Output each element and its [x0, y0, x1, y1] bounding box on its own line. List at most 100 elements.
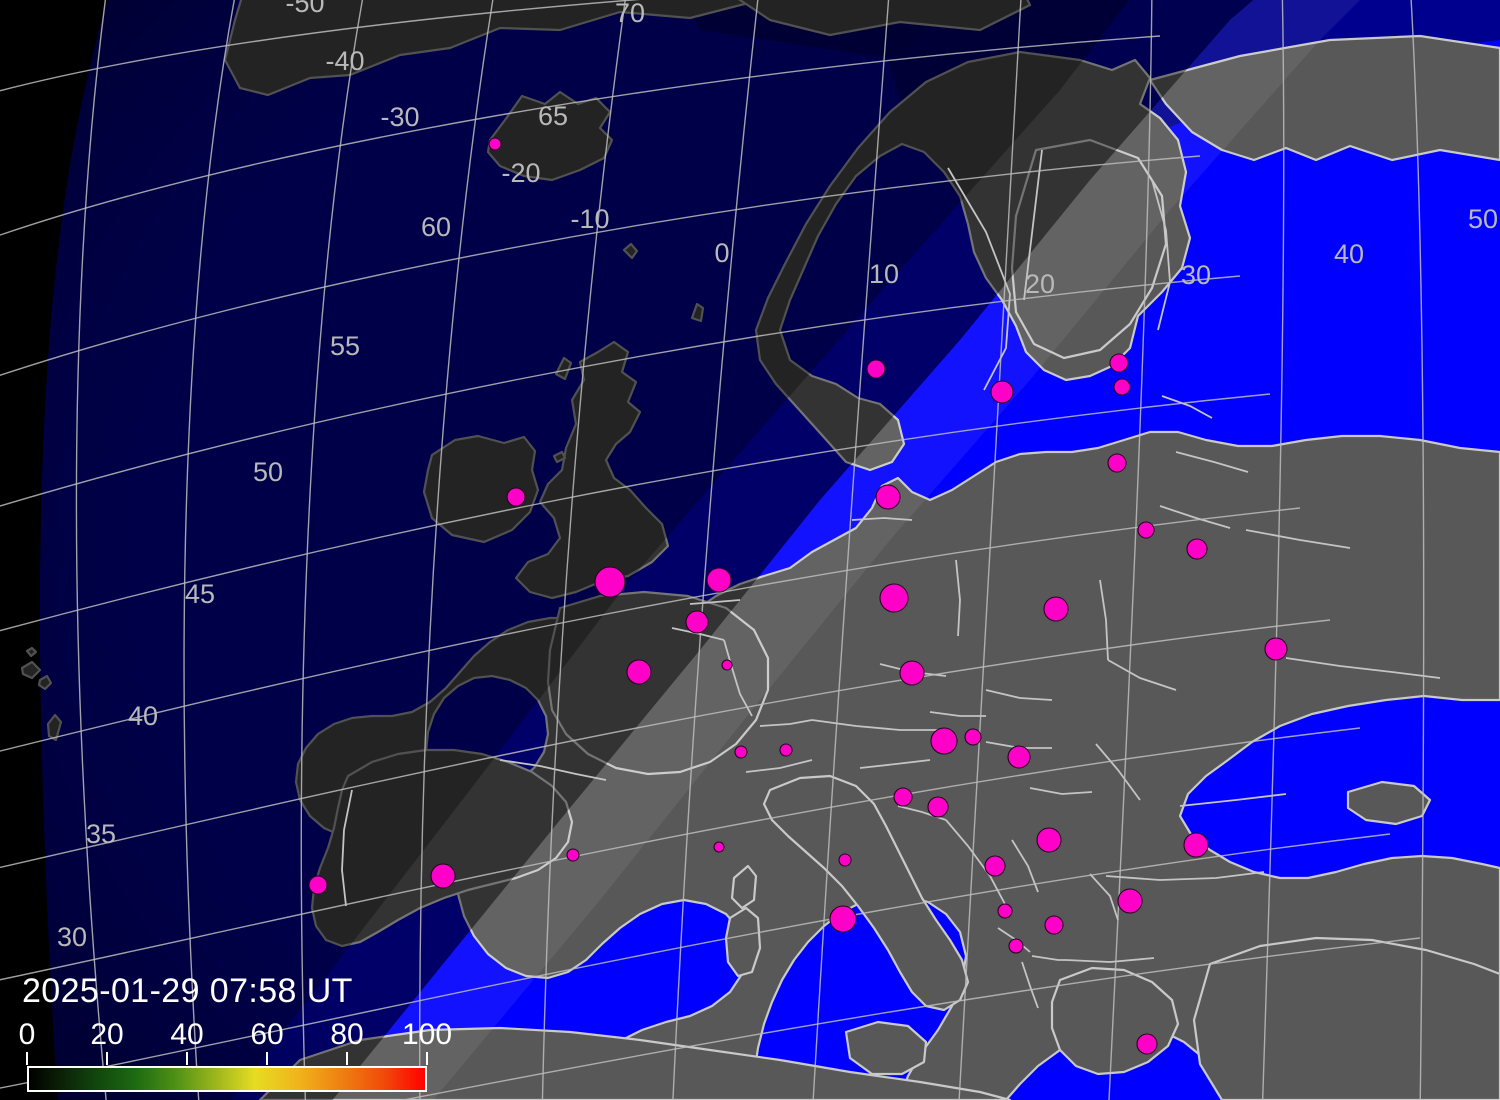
- station-vilnius[interactable]: [1137, 521, 1155, 539]
- parallel-label-55: 55: [330, 331, 360, 361]
- border-ch-it: [745, 759, 813, 773]
- landmass-crimea: [1346, 780, 1432, 826]
- station-prague[interactable]: [899, 660, 925, 686]
- station-athens[interactable]: [1136, 1033, 1158, 1055]
- station-berlin[interactable]: [879, 583, 909, 613]
- landmass-sicily: [844, 1020, 928, 1076]
- marker-group: [308, 137, 1288, 1055]
- colorbar-tick-label-0: 0: [18, 1018, 36, 1051]
- meridian-label-10: 10: [869, 259, 899, 289]
- meridian-label-group: -50 -40 -30 -20 -10 0 10 20 30 40 50 70: [285, 0, 1498, 299]
- station-podgorica[interactable]: [997, 903, 1013, 919]
- border-pl-by: [1099, 579, 1109, 661]
- meridian-label-neg10: -10: [570, 204, 609, 234]
- station-vienna[interactable]: [930, 727, 958, 755]
- station-stockholm[interactable]: [990, 380, 1014, 404]
- border-ua-ru: [1285, 657, 1441, 679]
- meridian-label-0: 0: [714, 238, 729, 268]
- station-vaduz[interactable]: [779, 743, 793, 757]
- station-belgrade[interactable]: [1036, 827, 1062, 853]
- colorbar-tick-80: [346, 1052, 348, 1065]
- border-hr-bih: [945, 819, 1007, 907]
- station-tirana[interactable]: [1008, 938, 1024, 954]
- parallel-label-group: 60 55 50 45 40 35 30 65: [57, 101, 568, 952]
- border-cz-at: [929, 711, 986, 717]
- meridian-label-neg50: -50: [285, 0, 324, 18]
- station-chisinau[interactable]: [1264, 637, 1288, 661]
- station-helsinki[interactable]: [1109, 353, 1129, 373]
- station-sarajevo[interactable]: [984, 855, 1006, 877]
- meridian-label-neg40: -40: [325, 46, 364, 76]
- border-de-ch: [759, 719, 813, 727]
- parallel-label-45: 45: [185, 579, 215, 609]
- station-oslo[interactable]: [866, 359, 886, 379]
- station-reykjavik[interactable]: [488, 137, 502, 151]
- landmass-anatolia: [1192, 936, 1500, 1100]
- meridian-label-neg30: -30: [380, 102, 419, 132]
- station-amsterdam[interactable]: [706, 567, 732, 593]
- landmass-sardinia: [724, 906, 762, 978]
- meridian-label-30: 30: [1181, 260, 1211, 290]
- colorbar-tick-100: [426, 1052, 428, 1065]
- border-hu-ro: [1095, 743, 1141, 801]
- station-lisbon[interactable]: [308, 875, 328, 895]
- parallel-label-40: 40: [128, 701, 158, 731]
- parallel-label-35: 35: [86, 819, 116, 849]
- station-luxembourg[interactable]: [721, 659, 733, 671]
- station-zagreb[interactable]: [927, 796, 949, 818]
- station-warsaw[interactable]: [1043, 596, 1069, 622]
- station-rome[interactable]: [829, 905, 857, 933]
- landmass-isle-of-man: [552, 450, 567, 464]
- border-ee-ru: [1161, 395, 1213, 419]
- border-mk-gr: [1031, 955, 1066, 961]
- station-paris[interactable]: [626, 659, 652, 685]
- night-shade-primary: [0, 0, 1300, 1100]
- station-bratislava[interactable]: [964, 728, 982, 746]
- border-by-ru: [1245, 529, 1351, 549]
- border-no-se: [947, 167, 1011, 391]
- station-bern[interactable]: [734, 745, 748, 759]
- border-al-gr: [1021, 961, 1039, 1009]
- border-de-dk: [851, 517, 913, 521]
- timestamp-label: 2025-01-29 07:58 UT: [22, 972, 353, 1010]
- border-pl-sk: [985, 689, 1053, 701]
- station-andorra[interactable]: [566, 848, 580, 862]
- station-dublin[interactable]: [506, 487, 526, 507]
- border-lt-by: [1159, 505, 1231, 529]
- landmass-hebrides: [554, 356, 573, 381]
- station-riga[interactable]: [1107, 453, 1127, 473]
- station-brussels[interactable]: [685, 610, 709, 634]
- station-copenhagen[interactable]: [875, 484, 901, 510]
- night-shade-deep: [0, 0, 1160, 1100]
- station-sofia[interactable]: [1117, 888, 1143, 914]
- colorbar-tick-label-20: 20: [90, 1018, 124, 1051]
- border-fr-de: [723, 639, 753, 717]
- station-tallinn[interactable]: [1113, 378, 1131, 396]
- station-madrid[interactable]: [430, 863, 456, 889]
- station-skopje[interactable]: [1044, 915, 1064, 935]
- station-minsk[interactable]: [1186, 538, 1208, 560]
- landmass-ireland: [422, 434, 540, 544]
- colorbar-gradient: [27, 1066, 427, 1092]
- station-budapest[interactable]: [1007, 745, 1031, 769]
- landmass-faroe: [622, 242, 639, 260]
- station-monaco[interactable]: [713, 841, 725, 853]
- border-ba-rs: [1011, 839, 1039, 893]
- colorbar-tick-20: [106, 1052, 108, 1065]
- station-sanmarino[interactable]: [838, 853, 852, 867]
- station-london[interactable]: [594, 566, 626, 598]
- border-de-at: [811, 719, 946, 731]
- landmass-italy: [762, 774, 970, 1012]
- landmass-shetland: [690, 302, 705, 323]
- station-bucharest[interactable]: [1183, 832, 1209, 858]
- border-ro-bg: [1105, 871, 1265, 881]
- border-it-at: [859, 759, 931, 769]
- station-ljubljana[interactable]: [893, 787, 913, 807]
- landmass-kola-peninsula: [1148, 34, 1500, 162]
- parallel-label-50: 50: [253, 457, 283, 487]
- colorbar-tick-label-100: 100: [401, 1018, 453, 1051]
- graticule-parallels: [0, 0, 1421, 1100]
- colorbar-tick-40: [186, 1052, 188, 1065]
